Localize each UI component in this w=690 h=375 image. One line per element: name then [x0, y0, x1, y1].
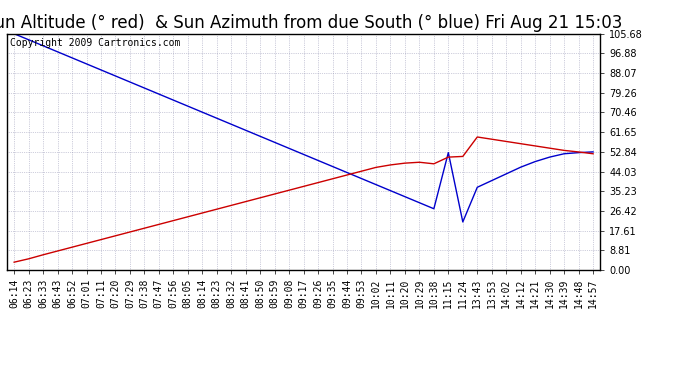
- Text: Copyright 2009 Cartronics.com: Copyright 2009 Cartronics.com: [10, 39, 180, 48]
- Title: Sun Altitude (° red)  & Sun Azimuth from due South (° blue) Fri Aug 21 15:03: Sun Altitude (° red) & Sun Azimuth from …: [0, 14, 623, 32]
